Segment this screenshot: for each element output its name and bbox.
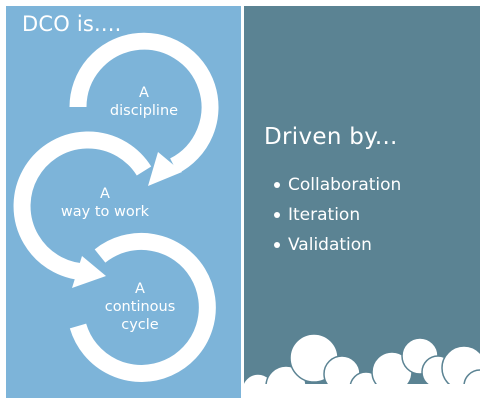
driven-by-panel: Driven by... Collaboration Iteration Val… bbox=[244, 6, 480, 398]
bullet-icon bbox=[274, 182, 280, 188]
cycle-label-continous-cycle: A continous cycle bbox=[104, 281, 176, 333]
clouds-decoration bbox=[244, 333, 480, 398]
cycle-arrows-diagram bbox=[13, 32, 219, 382]
cycle-arrow-3 bbox=[69, 232, 216, 382]
driven-by-title: Driven by... bbox=[264, 124, 398, 150]
driver-list: Collaboration Iteration Validation bbox=[270, 170, 401, 260]
cycle-arrow-2-head bbox=[72, 256, 106, 288]
list-item-collaboration: Collaboration bbox=[270, 170, 401, 200]
bullet-icon bbox=[274, 242, 280, 248]
dco-title: DCO is.... bbox=[22, 12, 122, 36]
bullet-icon bbox=[274, 212, 280, 218]
dco-panel: DCO is.... A discipline A way to work A … bbox=[6, 6, 241, 398]
list-item-iteration: Iteration bbox=[270, 200, 401, 230]
list-item-validation: Validation bbox=[270, 230, 401, 260]
cycle-arrow-2 bbox=[13, 131, 152, 281]
cycle-arrow-1 bbox=[69, 32, 219, 174]
cycle-label-way-to-work: A way to work bbox=[60, 186, 150, 220]
cycle-label-discipline: A discipline bbox=[109, 85, 179, 119]
cycle-arrow-1-head bbox=[148, 152, 182, 186]
